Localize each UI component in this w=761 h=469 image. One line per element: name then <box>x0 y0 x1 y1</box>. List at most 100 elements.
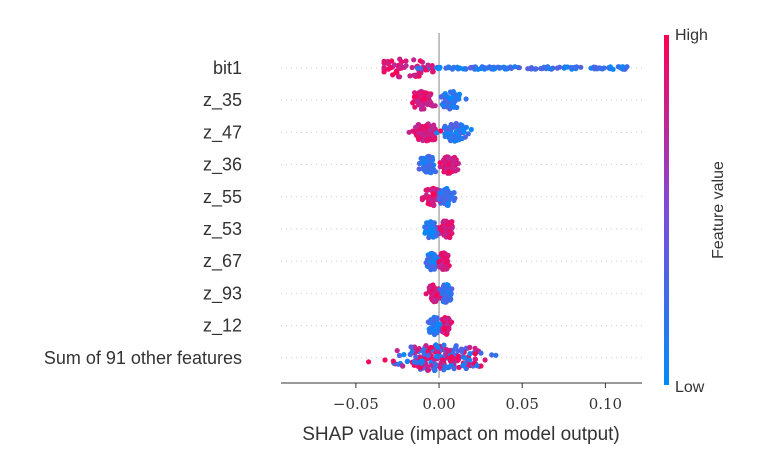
shap-point <box>437 321 443 327</box>
shap-point <box>443 285 449 291</box>
feature-label: z_67 <box>203 251 242 272</box>
shap-point <box>439 291 445 297</box>
shap-point <box>425 353 431 359</box>
shap-point <box>423 67 429 73</box>
shap-point <box>437 164 443 170</box>
shap-point <box>416 346 422 352</box>
shap-point <box>426 255 432 261</box>
shap-point <box>423 129 429 135</box>
shap-point <box>446 234 452 240</box>
feature-label: z_12 <box>203 316 242 337</box>
shap-point <box>527 65 534 72</box>
shap-point <box>425 201 431 207</box>
shap-point <box>421 106 427 112</box>
shap-point <box>468 126 474 133</box>
shap-point <box>428 170 434 176</box>
shap-point <box>610 66 616 72</box>
shap-point <box>451 90 457 96</box>
shap-point <box>448 121 454 128</box>
shap-point <box>456 94 462 100</box>
shap-point <box>449 225 455 231</box>
shap-point <box>472 345 478 351</box>
shap-point <box>415 65 421 71</box>
shap-point <box>459 346 465 352</box>
shap-point <box>413 354 419 360</box>
shap-point <box>443 346 449 353</box>
shap-point <box>479 64 485 70</box>
shap-point <box>450 134 456 141</box>
shap-point <box>443 93 449 99</box>
shap-point <box>441 367 447 373</box>
shap-point <box>500 64 507 70</box>
shap-point <box>443 258 449 264</box>
shap-point <box>435 66 441 72</box>
shap-point <box>429 103 436 109</box>
row-guides <box>281 67 642 359</box>
shap-point <box>416 166 422 172</box>
shap-point <box>568 64 574 71</box>
shap-point <box>430 137 437 143</box>
shap-point <box>489 64 495 71</box>
shap-point <box>382 357 388 363</box>
shap-point <box>446 296 452 302</box>
shap-point <box>397 62 404 68</box>
shap-point <box>442 159 448 165</box>
feature-label: z_53 <box>203 219 242 240</box>
shap-point <box>430 166 436 172</box>
shap-point <box>411 359 418 365</box>
shap-point <box>430 69 436 75</box>
shap-point <box>416 130 422 136</box>
shap-point <box>428 223 434 229</box>
x-axis-title: SHAP value (impact on model output) <box>302 424 620 445</box>
shap-point <box>441 296 447 302</box>
feature-label: z_93 <box>203 283 242 304</box>
shap-point <box>401 352 407 358</box>
x-axis-ticks: −0.05 0.00 0.05 0.10 <box>333 383 622 413</box>
shap-point <box>452 168 458 174</box>
shap-point <box>394 348 400 354</box>
feature-label: z_55 <box>203 187 242 208</box>
shap-point <box>463 66 469 72</box>
shap-point <box>389 58 395 64</box>
shap-point <box>453 344 459 350</box>
shap-point <box>454 130 460 136</box>
shap-point <box>442 251 448 257</box>
shap-point <box>400 363 406 369</box>
shap-point <box>421 351 427 357</box>
shap-point <box>449 219 455 225</box>
shap-point <box>441 265 447 271</box>
shap-point <box>442 326 448 332</box>
shap-point <box>445 222 451 228</box>
shap-point <box>426 93 432 99</box>
shap-point <box>474 363 480 369</box>
shap-point <box>425 195 431 201</box>
shap-point <box>427 319 433 325</box>
shap-point <box>450 162 456 168</box>
shap-point <box>390 358 396 364</box>
shap-point <box>435 344 441 350</box>
colorbar-title: Feature value <box>710 161 727 259</box>
shap-point <box>416 122 422 128</box>
shap-point <box>417 359 424 365</box>
shap-point <box>420 347 426 353</box>
feature-label: Sum of 91 other features <box>44 348 242 368</box>
shap-point <box>410 100 416 106</box>
shap-point <box>388 65 394 71</box>
shap-point <box>438 360 445 366</box>
feature-label: z_47 <box>203 122 242 143</box>
shap-point <box>420 158 426 164</box>
x-tick-label: 0.00 <box>422 395 455 413</box>
shap-point <box>423 343 429 349</box>
shap-point <box>421 96 427 102</box>
shap-point <box>434 316 440 322</box>
shap-point <box>449 286 455 292</box>
shap-point <box>441 342 447 348</box>
shap-point <box>418 70 424 76</box>
shap-point <box>475 66 481 72</box>
shap-point <box>463 124 469 130</box>
shap-point <box>409 64 415 71</box>
shap-point <box>423 291 429 297</box>
shap-point <box>455 353 461 359</box>
